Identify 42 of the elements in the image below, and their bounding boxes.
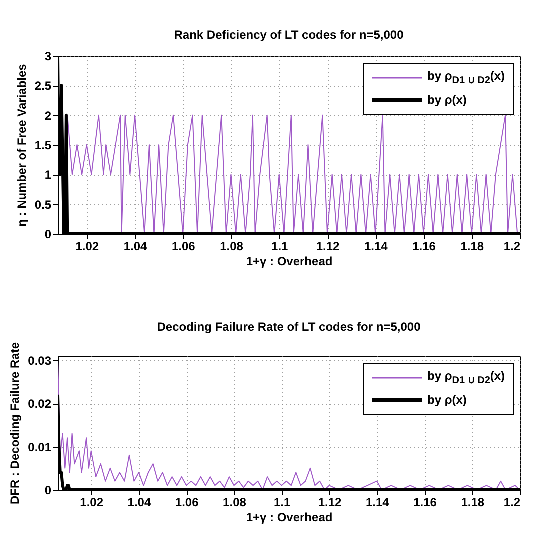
chart-title: Rank Deficiency of LT codes for n=5,000 (174, 28, 404, 42)
x-tick-label: 1.14 (364, 240, 388, 254)
x-axis-title: 1+γ : Overhead (246, 510, 333, 524)
x-tick-label: 1.14 (366, 496, 390, 510)
x-tick-label: 1.08 (220, 240, 244, 254)
line-series (67, 114, 518, 234)
y-tick-label: 2 (44, 108, 52, 123)
x-tick-label: 1.08 (223, 496, 247, 510)
x-axis-title: 1+γ : Overhead (246, 254, 333, 268)
legend-label: by ρ$_{D1 ∪ D2}$(x) (428, 68, 506, 86)
x-tick-label: 1.06 (175, 496, 200, 510)
legend-label: by ρ$_{D1 ∪ D2}$(x) (428, 368, 506, 386)
x-tick-label: 1.1 (274, 496, 292, 510)
x-tick-label: 1.12 (318, 496, 342, 510)
y-tick-label: 1.5 (34, 138, 52, 152)
y-tick-label: 1 (44, 168, 52, 182)
chart-title: Decoding Failure Rate of LT codes for n=5,000 (157, 320, 422, 334)
x-tick-label: 1.04 (128, 496, 152, 510)
y-axis-title: η : Number of Free Variables (14, 64, 29, 227)
y-tick-label: 3 (44, 50, 52, 64)
x-tick-label: 1.16 (414, 496, 438, 510)
y-tick-label: 0 (44, 228, 52, 242)
x-tick-label: 1.06 (172, 240, 196, 254)
x-tick-label: 1.12 (316, 240, 340, 254)
y-tick-label: 0.5 (34, 198, 52, 212)
x-tick-label: 1.16 (412, 240, 436, 254)
x-tick-label: 1.02 (80, 496, 104, 510)
y-tick-label: 0.03 (28, 354, 52, 368)
legend-label: by ρ(x) (428, 92, 467, 106)
y-tick-label: 0 (44, 484, 52, 498)
legend-label: by ρ(x) (428, 392, 467, 406)
x-tick-label: 1.18 (461, 496, 485, 510)
y-tick-label: 0.01 (28, 440, 52, 454)
y-tick-label: 2.5 (34, 79, 52, 94)
y-tick-label: 0.02 (28, 397, 52, 412)
x-tick-label: 1.1 (272, 240, 289, 254)
x-tick-label: 1.18 (460, 240, 484, 254)
x-tick-label: 1.02 (76, 240, 100, 254)
y-axis-title: DFR : Decoding Failure Rate (8, 342, 22, 505)
x-tick-label: 1.04 (124, 240, 148, 254)
x-tick-label: 1.2 (504, 240, 521, 254)
x-tick-label: 1.2 (504, 496, 521, 510)
